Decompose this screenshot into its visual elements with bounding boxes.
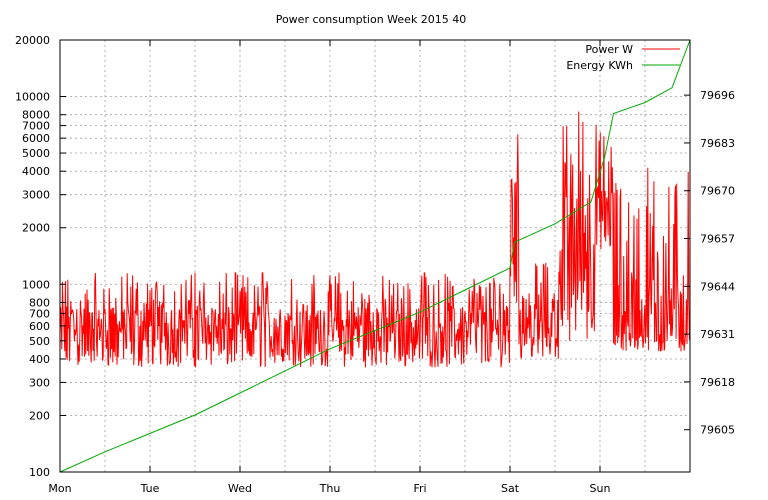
legend-label: Power W — [585, 43, 633, 56]
y-left-tick-label: 10000 — [15, 91, 50, 104]
y-left-tick-label: 100 — [29, 466, 50, 479]
y-right-tick-label: 79683 — [700, 137, 735, 150]
y-left-tick-label: 7000 — [22, 120, 50, 133]
y-right-tick-label: 79605 — [700, 424, 735, 437]
y-left-tick-label: 8000 — [22, 109, 50, 122]
y-left-tick-label: 600 — [29, 320, 50, 333]
y-right-tick-label: 79657 — [700, 233, 735, 246]
y-right-tick-label: 79631 — [700, 328, 735, 341]
x-tick-label: Tue — [140, 482, 160, 495]
x-tick-label: Fri — [413, 482, 426, 495]
legend-label: Energy KWh — [566, 59, 633, 72]
series-power-line — [59, 111, 690, 368]
y-left-tick-label: 20000 — [15, 34, 50, 47]
x-tick-label: Wed — [228, 482, 252, 495]
chart-title: Power consumption Week 2015 40 — [276, 13, 467, 26]
y-left-tick-label: 700 — [29, 307, 50, 320]
y-left-tick-label: 300 — [29, 376, 50, 389]
y-right-tick-label: 79670 — [700, 185, 735, 198]
x-tick-label: Mon — [48, 482, 71, 495]
x-tick-label: Sat — [501, 482, 520, 495]
plot-frame — [59, 39, 691, 473]
y-right-tick-label: 79696 — [700, 89, 735, 102]
y-left-tick-label: 6000 — [22, 132, 50, 145]
legend: Power W Energy KWh — [566, 43, 680, 72]
y-left-tick-label: 1000 — [22, 278, 50, 291]
y-left-tick-label: 200 — [29, 409, 50, 422]
x-tick-label: Thu — [319, 482, 341, 495]
y-left-tick-label: 800 — [29, 296, 50, 309]
y-left-tick-label: 5000 — [22, 147, 50, 160]
y-left-tick-label: 4000 — [22, 165, 50, 178]
y-left-tick-label: 3000 — [22, 189, 50, 202]
y-right-tick-label: 79618 — [700, 376, 735, 389]
y-right-tick-label: 79644 — [700, 280, 735, 293]
y-left-tick-label: 2000 — [22, 222, 50, 235]
series-layer — [59, 39, 691, 473]
y-left-tick-label: 400 — [29, 353, 50, 366]
y-left-tick-label: 500 — [29, 335, 50, 348]
x-tick-label: Sun — [590, 482, 611, 495]
grid-layer — [60, 40, 690, 472]
series-energy-line — [59, 39, 691, 473]
